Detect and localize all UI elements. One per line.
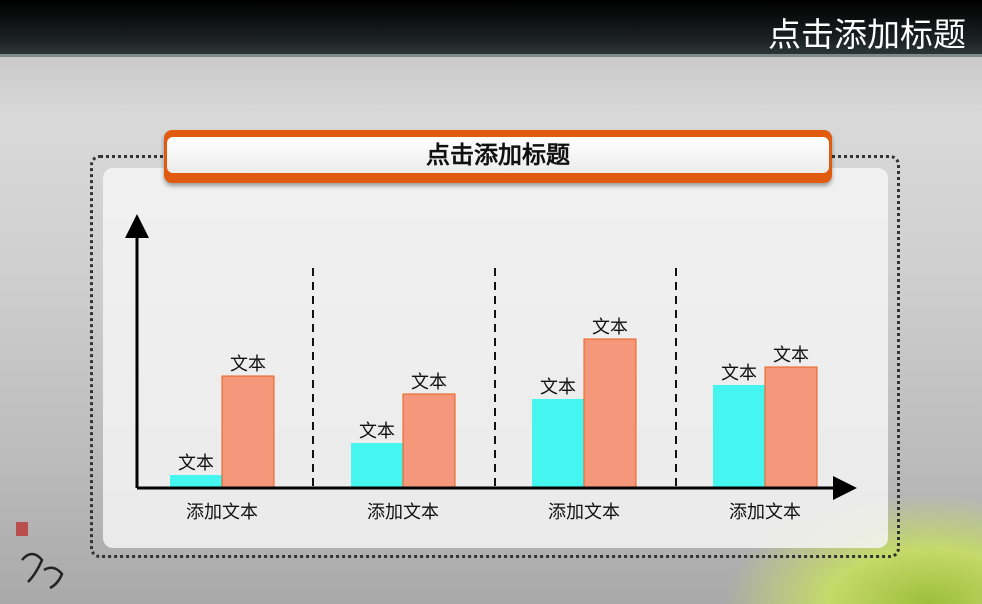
bar <box>221 375 275 489</box>
bar-data-label: 文本 <box>411 372 447 393</box>
x-tick-label: 添加文本 <box>367 502 439 523</box>
header-title[interactable]: 点击添加标题 <box>768 15 966 54</box>
x-tick-label: 添加文本 <box>729 502 801 523</box>
bar-data-label: 文本 <box>178 453 214 474</box>
header-bar: 点击添加标题 <box>0 0 982 57</box>
bar-data-label: 文本 <box>773 345 809 366</box>
bar <box>764 366 818 489</box>
bar <box>170 475 222 488</box>
bar <box>402 393 456 489</box>
bar <box>532 399 584 488</box>
bar <box>583 338 637 489</box>
bar <box>351 443 403 488</box>
bar-data-label: 文本 <box>230 354 266 375</box>
bar-data-label: 文本 <box>592 317 628 338</box>
x-tick-label: 添加文本 <box>186 502 258 523</box>
title-banner: 点击添加标题 <box>164 130 832 183</box>
bar-data-label: 文本 <box>721 363 757 384</box>
tea-calligraphy-logo <box>16 522 64 590</box>
bar-data-label: 文本 <box>359 421 395 442</box>
x-tick-label: 添加文本 <box>548 502 620 523</box>
bar-data-label: 文本 <box>540 377 576 398</box>
slide-title[interactable]: 点击添加标题 <box>167 137 829 173</box>
bar <box>713 385 765 488</box>
